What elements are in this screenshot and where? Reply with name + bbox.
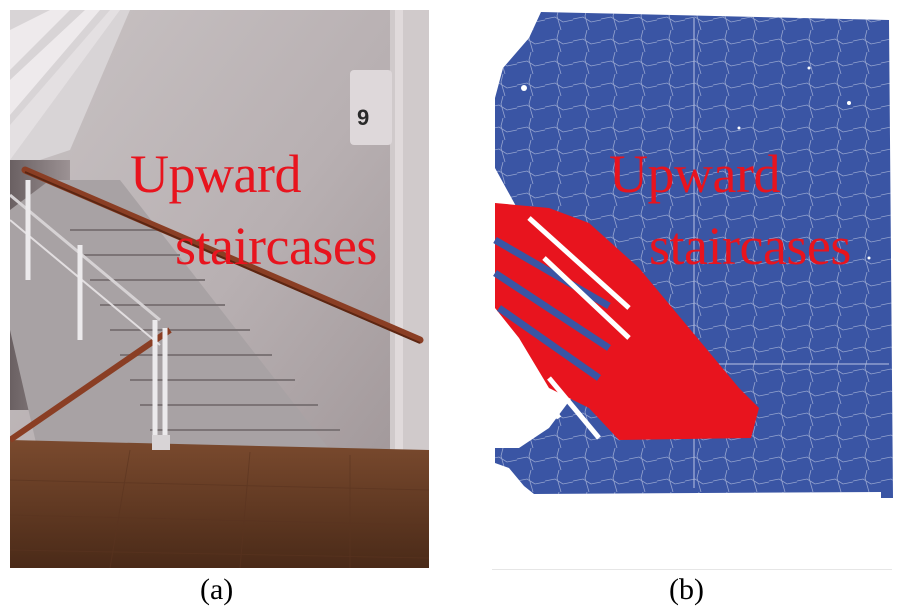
point-cloud-panel: Upward staircases — [489, 8, 894, 572]
staircase-photo — [10, 10, 429, 568]
point-cloud-map — [489, 8, 894, 572]
caption-b: (b) — [669, 573, 704, 606]
overlay-label-staircases: staircases — [175, 216, 377, 276]
overlay-label-upward: Upward — [130, 144, 301, 204]
panel-b-baseline — [492, 569, 892, 570]
overlay-label-staircases-b: staircases — [649, 216, 851, 276]
floor-sign-number: 9 — [357, 105, 370, 130]
caption-a: (a) — [200, 573, 234, 606]
overlay-label-upward-b: Upward — [609, 144, 780, 204]
staircase-photo-panel: Upward staircases 9 — [10, 10, 429, 568]
